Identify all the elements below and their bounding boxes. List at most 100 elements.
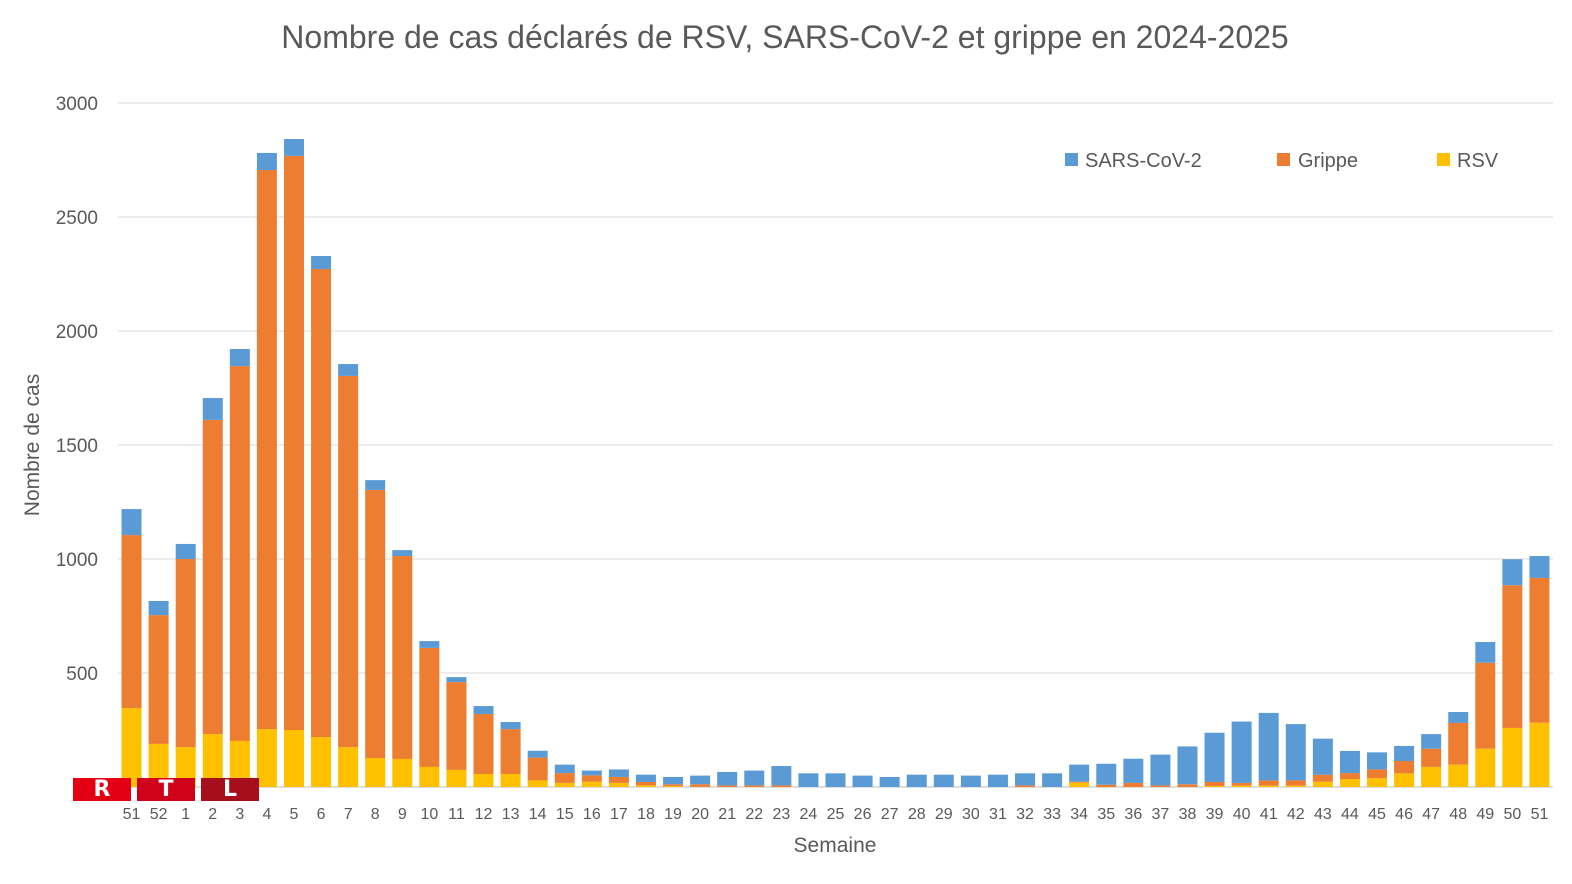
bar-grippe-week-52 [148, 615, 169, 744]
bar-sars-cov-2-week-32 [1015, 773, 1036, 786]
bar-grippe-week-5 [283, 155, 304, 730]
bar-rsv-week-18 [635, 785, 656, 787]
x-tick-labels: 51 52 1 2 3 4 5 6 7 8 9 10 11 12 13 14 15 16 17 18 19 20 21 22 2… [123, 806, 1549, 823]
bar-grippe-week-6 [311, 268, 332, 738]
bar-sars-cov-2-week-1 [175, 543, 196, 559]
bar-sars-cov-2-week-51 [1529, 556, 1550, 578]
bar-grippe-week-32 [1015, 785, 1036, 787]
bar-sars-cov-2-week-12 [473, 706, 494, 715]
x-tick-label: 30 [962, 806, 980, 823]
bar-grippe-week-38 [1177, 784, 1198, 787]
x-tick-label: 37 [1152, 806, 1170, 823]
bar-grippe-week-18 [635, 781, 656, 786]
bar-sars-cov-2-week-35 [1096, 763, 1117, 785]
bar-grippe-week-19 [663, 784, 684, 787]
bar-rsv-week-4 [256, 729, 277, 787]
x-tick-label: 24 [800, 806, 818, 823]
bar-grippe-week-10 [419, 647, 440, 767]
x-tick-label: 38 [1179, 806, 1197, 823]
y-axis-label: Nombre de cas [21, 374, 44, 516]
bar-grippe-week-46 [1394, 761, 1415, 774]
x-tick-label: 26 [854, 806, 872, 823]
x-tick-label: 36 [1124, 806, 1142, 823]
bar-grippe-week-8 [365, 489, 386, 759]
bar-sars-cov-2-week-8 [365, 480, 386, 490]
legend-label: SARS-CoV-2 [1085, 150, 1202, 172]
legend-swatch [1277, 153, 1290, 166]
x-tick-label: 35 [1097, 806, 1115, 823]
bar-sars-cov-2-week-21 [717, 771, 738, 786]
x-tick-label: 46 [1395, 806, 1413, 823]
bar-sars-cov-2-week-46 [1394, 745, 1415, 762]
bar-rsv-week-43 [1312, 781, 1333, 787]
bar-sars-cov-2-week-50 [1502, 559, 1523, 586]
legend-swatch [1065, 153, 1078, 166]
x-tick-label: 52 [150, 806, 168, 823]
y-tick-label: 2000 [56, 322, 98, 343]
y-tick-label: 500 [66, 664, 98, 685]
bar-rsv-week-41 [1258, 785, 1279, 787]
bar-sars-cov-2-week-36 [1123, 758, 1144, 783]
bars [121, 139, 1550, 787]
logo-letter: R [73, 778, 131, 801]
bar-sars-cov-2-week-22 [744, 770, 765, 786]
bar-sars-cov-2-week-31 [987, 774, 1008, 787]
x-tick-label: 21 [718, 806, 736, 823]
bar-sars-cov-2-week-23 [771, 766, 792, 786]
x-tick-label: 51 [123, 806, 141, 823]
bar-rsv-week-40 [1231, 785, 1252, 787]
bar-grippe-week-37 [1150, 785, 1171, 787]
bar-rsv-week-10 [419, 766, 440, 787]
bar-sars-cov-2-week-25 [825, 773, 846, 787]
bar-sars-cov-2-week-45 [1367, 752, 1388, 770]
bar-grippe-week-43 [1312, 774, 1333, 782]
bar-sars-cov-2-week-37 [1150, 754, 1171, 786]
bar-grippe-week-16 [581, 775, 602, 782]
bar-grippe-week-23 [771, 785, 792, 787]
x-tick-label: 43 [1314, 806, 1332, 823]
bar-rsv-week-47 [1421, 766, 1442, 787]
bar-grippe-week-4 [256, 170, 277, 730]
bar-rsv-week-39 [1204, 786, 1225, 787]
x-tick-label: 45 [1368, 806, 1386, 823]
x-tick-label: 13 [502, 806, 520, 823]
x-tick-label: 49 [1476, 806, 1494, 823]
bar-sars-cov-2-week-41 [1258, 712, 1279, 781]
bar-grippe-week-17 [608, 776, 629, 783]
x-tick-label: 22 [745, 806, 763, 823]
bar-rsv-week-2 [202, 734, 223, 787]
x-tick-label: 27 [881, 806, 899, 823]
bar-grippe-week-39 [1204, 781, 1225, 787]
bar-grippe-week-36 [1123, 782, 1144, 787]
x-tick-label: 17 [610, 806, 628, 823]
bar-sars-cov-2-week-51 [121, 509, 142, 536]
bar-sars-cov-2-week-6 [311, 255, 332, 269]
bar-sars-cov-2-week-30 [960, 775, 981, 787]
bar-rsv-week-46 [1394, 773, 1415, 787]
bar-grippe-week-48 [1448, 722, 1469, 765]
bar-sars-cov-2-week-9 [392, 550, 413, 557]
bar-grippe-week-42 [1285, 780, 1306, 786]
bar-sars-cov-2-week-24 [798, 773, 819, 787]
bar-sars-cov-2-week-49 [1475, 641, 1496, 663]
y-tick-labels: 500 1000 1500 2000 2500 3000 [56, 94, 98, 685]
bar-sars-cov-2-week-52 [148, 600, 169, 616]
bar-rsv-week-3 [229, 740, 250, 787]
bar-grippe-week-45 [1367, 769, 1388, 779]
bar-rsv-week-11 [446, 769, 467, 787]
bar-grippe-week-1 [175, 559, 196, 748]
bar-rsv-week-45 [1367, 778, 1388, 787]
bar-sars-cov-2-week-42 [1285, 724, 1306, 781]
bar-sars-cov-2-week-20 [690, 775, 711, 785]
bar-grippe-week-12 [473, 714, 494, 775]
bar-sars-cov-2-week-28 [906, 774, 927, 787]
bar-grippe-week-7 [338, 375, 359, 748]
bar-sars-cov-2-week-19 [663, 776, 684, 785]
bar-grippe-week-51 [121, 535, 142, 709]
bar-rsv-week-1 [175, 747, 196, 787]
bar-sars-cov-2-week-11 [446, 677, 467, 683]
x-tick-label: 18 [637, 806, 655, 823]
bar-grippe-week-34 [1069, 781, 1090, 783]
x-tick-label: 7 [344, 806, 353, 823]
x-tick-label: 44 [1341, 806, 1359, 823]
